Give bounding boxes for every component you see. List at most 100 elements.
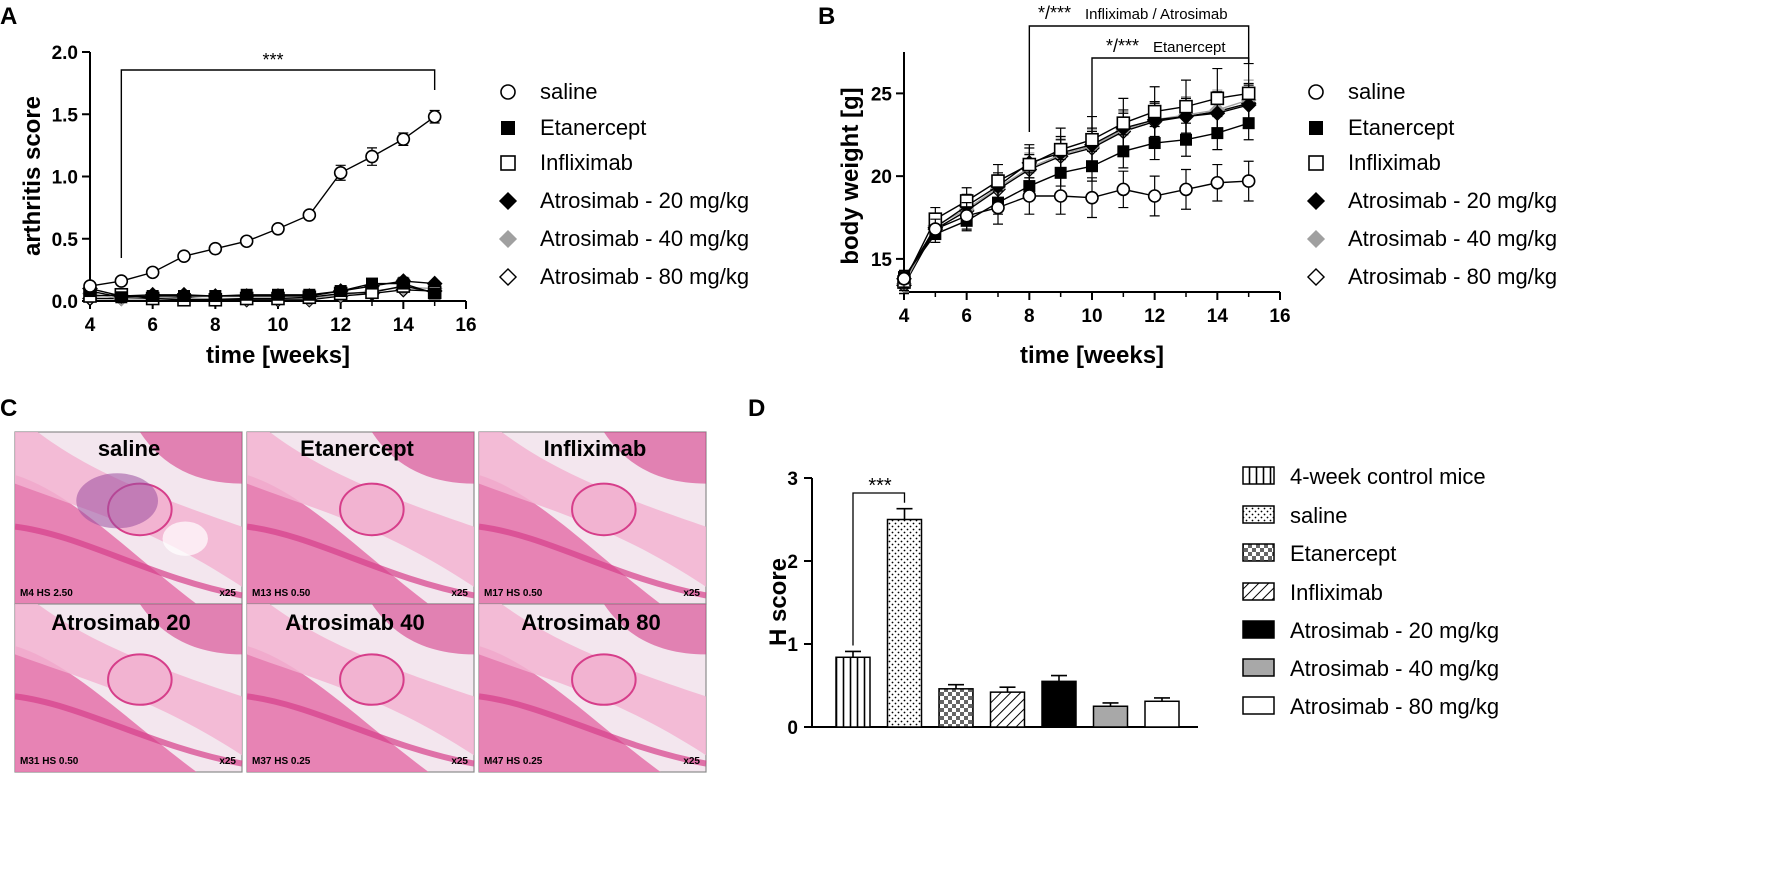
data-point <box>209 290 222 303</box>
legend-swatch <box>1242 696 1275 715</box>
data-point-shape <box>427 109 442 124</box>
tissue-image <box>246 431 475 605</box>
legend-marker-shape <box>1306 191 1326 211</box>
significance-bracket <box>1091 57 1250 132</box>
legend-d-label: Atrosimab - 40 mg/kg <box>1290 656 1499 681</box>
legend-a-item-atrosimab-40: Atrosimab - 40 mg/kg <box>540 226 749 251</box>
data-point-shape <box>1085 190 1099 205</box>
data-point <box>1179 99 1193 114</box>
data-point-shape <box>1210 175 1225 190</box>
series-line <box>903 102 1249 286</box>
data-point <box>1180 133 1192 146</box>
legend-b-label: saline <box>1348 79 1405 104</box>
legend-a-item-atrosimab-80: Atrosimab - 80 mg/kg <box>540 264 749 289</box>
panel-a-ylabel: arthritis score <box>19 96 46 256</box>
legend-a-label: Infliximab <box>540 150 633 175</box>
legend-swatch <box>1242 505 1275 524</box>
legend-marker-shape <box>500 84 516 100</box>
bar-etanercept <box>938 688 974 728</box>
data-point-shape <box>1053 142 1068 157</box>
x-tick-label: 8 <box>1024 306 1035 327</box>
data-point-shape <box>239 234 254 249</box>
y-tick-label: 0.0 <box>52 292 78 313</box>
panel-letter-b: B <box>818 3 835 30</box>
data-point <box>1210 175 1225 190</box>
legend-d-label: Etanercept <box>1290 541 1396 566</box>
x-tick-label: 10 <box>267 315 288 336</box>
data-point <box>1148 137 1161 150</box>
data-point <box>428 287 441 300</box>
data-point <box>1053 189 1068 203</box>
tile-magnification: x25 <box>219 756 236 767</box>
data-point-shape <box>1086 160 1098 173</box>
data-point-shape <box>1117 145 1130 158</box>
y-tick-label: 0.5 <box>52 230 79 251</box>
histology-tile-saline: saline M4 HS 2.50 x25 <box>14 431 243 605</box>
tissue-image <box>478 431 707 605</box>
data-point <box>333 165 348 180</box>
error-bar <box>1051 674 1067 682</box>
legend-b-label: Etanercept <box>1348 115 1454 140</box>
legend-b-item-infliximab: Infliximab <box>1348 150 1441 175</box>
legend-swatch <box>1242 543 1275 562</box>
x-tick-label: 16 <box>455 315 476 336</box>
x-tick-label: 12 <box>330 315 351 336</box>
legend-marker <box>500 155 516 171</box>
data-point <box>397 277 410 290</box>
panel-b-significance-2-label: */*** <box>1106 36 1139 56</box>
panel-a-legend: saline Etanercept Infliximab Atrosimab -… <box>498 79 749 289</box>
tile-title: Atrosimab 80 <box>521 610 660 635</box>
tile-caption: M31 HS 0.50 <box>20 756 79 767</box>
panel-letter-c: C <box>0 395 17 422</box>
data-point-shape <box>240 288 253 301</box>
panel-d-chart: 0 1 2 3 H score *** <box>765 469 1198 739</box>
x-tick-label: 14 <box>1207 306 1229 327</box>
data-point <box>302 208 317 222</box>
tissue-joint <box>107 653 173 706</box>
data-point <box>959 209 974 223</box>
legend-marker <box>501 121 515 135</box>
legend-marker-shape <box>1309 121 1323 135</box>
tissue-band <box>139 432 242 484</box>
panel-b-significance-1-label: */*** <box>1038 3 1071 23</box>
bar-saline <box>886 518 923 728</box>
x-tick-label: 8 <box>210 315 221 336</box>
y-tick-label: 0 <box>787 718 798 739</box>
legend-d-label: Atrosimab - 80 mg/kg <box>1290 694 1499 719</box>
series-line <box>903 104 1249 280</box>
data-point <box>146 290 159 303</box>
data-point <box>1022 189 1037 203</box>
bar-atrosimab-20-mg-kg <box>1041 680 1077 728</box>
data-point <box>1211 127 1224 140</box>
data-point <box>1147 104 1162 119</box>
legend-marker-shape <box>1306 267 1326 287</box>
data-point-shape <box>1180 133 1192 146</box>
data-point <box>115 291 128 304</box>
data-point <box>240 288 253 301</box>
tile-title: Atrosimab 20 <box>51 610 190 635</box>
data-point <box>1086 160 1098 173</box>
x-tick-label: 6 <box>147 315 158 336</box>
tile-magnification: x25 <box>683 756 700 767</box>
data-point-shape <box>897 271 911 286</box>
data-point-shape <box>302 208 317 222</box>
legend-swatch <box>1242 658 1275 677</box>
tissue-stripe <box>246 693 475 767</box>
legend-d-item: Etanercept <box>1290 541 1396 566</box>
legend-marker <box>498 267 518 287</box>
data-point <box>365 149 379 164</box>
data-point-shape <box>1085 132 1099 147</box>
data-point-shape <box>959 209 974 223</box>
panel-b-chart: 4 6 8 10 12 14 16 15 20 25 body weight [g] time [… <box>837 3 1291 369</box>
panel-b-xlabel: time [weeks] <box>1020 342 1164 369</box>
legend-marker <box>1309 121 1323 135</box>
tissue-joint <box>571 653 637 706</box>
tile-title: Etanercept <box>300 436 414 461</box>
y-tick-label: 15 <box>871 250 893 271</box>
series-etanercept <box>898 106 1255 285</box>
histology-tile-atrosimab-80: Atrosimab 80 M47 HS 0.25 x25 <box>478 603 707 773</box>
tissue-band <box>371 604 474 655</box>
data-point <box>178 290 190 303</box>
panel-a-significance-label: *** <box>262 50 283 70</box>
legend-b-item-atrosimab-20: Atrosimab - 20 mg/kg <box>1348 188 1557 213</box>
